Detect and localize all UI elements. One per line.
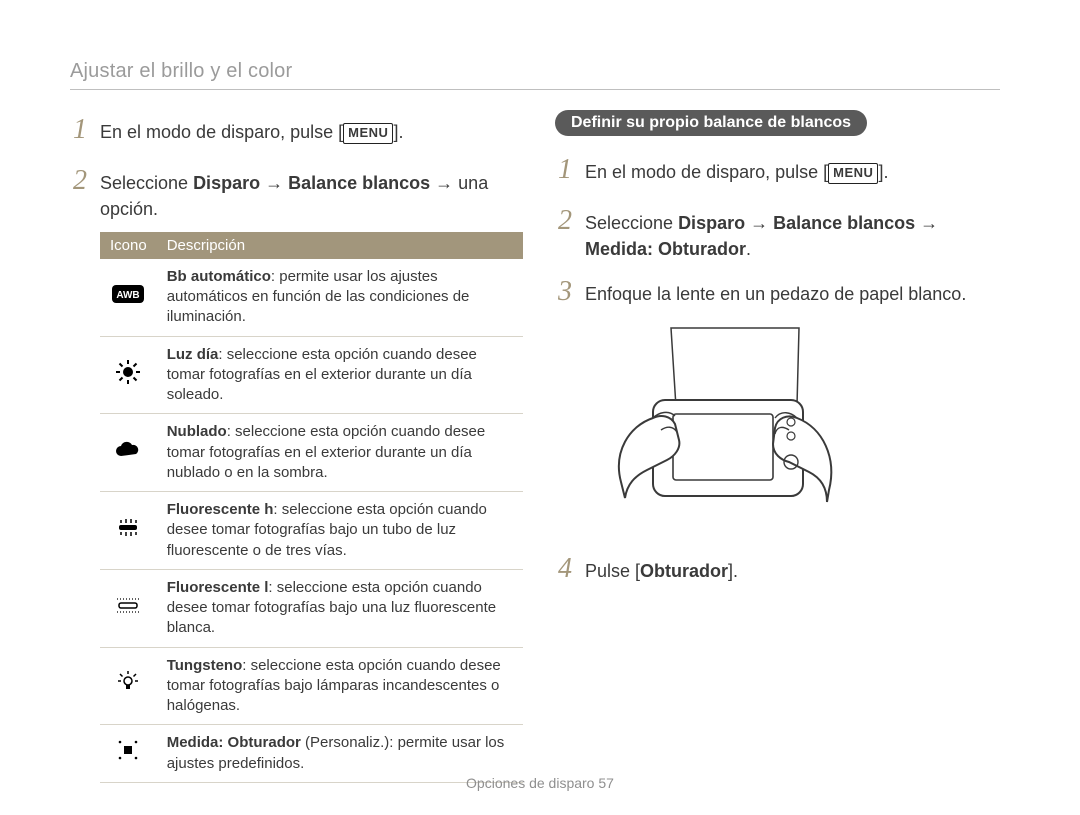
fluor-h-icon (113, 517, 143, 537)
left-step-2: 2 Seleccione Disparo → Balance blancos →… (70, 161, 515, 222)
sun-icon (115, 359, 141, 385)
svg-text:AWB: AWB (117, 290, 140, 301)
fluor-l-icon (113, 595, 143, 615)
step-text: En el modo de disparo, pulse [MENU]. (100, 119, 403, 145)
camera-illustration (591, 322, 1000, 537)
th-icon: Icono (100, 232, 157, 259)
tungsten-icon (115, 670, 141, 696)
table-row: Medida: Obturador (Personaliz.): permite… (100, 725, 523, 783)
table-row: Fluorescente l: seleccione esta opción c… (100, 569, 523, 647)
menu-icon: MENU (343, 123, 393, 144)
step-number: 1 (555, 150, 575, 191)
table-row: Tungsteno: seleccione esta opción cuando… (100, 647, 523, 725)
step-number: 2 (555, 201, 575, 242)
awb-icon: AWB (111, 284, 145, 304)
right-step-2: 2 Seleccione Disparo → Balance blancos →… (555, 201, 1000, 262)
table-row: Nublado: seleccione esta opción cuando d… (100, 414, 523, 492)
right-step-3: 3 Enfoque la lente en un pedazo de papel… (555, 272, 1000, 313)
title-rule (70, 89, 1000, 90)
step-number: 3 (555, 272, 575, 313)
menu-icon: MENU (828, 163, 878, 184)
cloud-icon (113, 440, 143, 460)
step-text: Pulse [Obturador]. (585, 558, 738, 584)
th-desc: Descripción (157, 232, 523, 259)
left-step-1: 1 En el modo de disparo, pulse [MENU]. (70, 110, 515, 151)
page-footer: Opciones de disparo 57 (0, 775, 1080, 791)
table-row: AWB Bb automático: permite usar los ajus… (100, 259, 523, 336)
step-number: 2 (70, 161, 90, 202)
right-step-1: 1 En el modo de disparo, pulse [MENU]. (555, 150, 1000, 191)
section-title: Ajustar el brillo y el color (70, 60, 1000, 83)
wb-options-table: Icono Descripción AWB Bb automático: per… (100, 232, 523, 783)
step-text: Seleccione Disparo → Balance blancos → M… (585, 210, 1000, 262)
step-text: Enfoque la lente en un pedazo de papel b… (585, 281, 966, 307)
step-text: Seleccione Disparo → Balance blancos → u… (100, 170, 515, 222)
table-row: Luz día: seleccione esta opción cuando d… (100, 336, 523, 414)
right-step-4: 4 Pulse [Obturador]. (555, 549, 1000, 590)
measure-icon (116, 738, 140, 762)
subsection-pill: Definir su propio balance de blancos (555, 110, 867, 136)
step-text: En el modo de disparo, pulse [MENU]. (585, 159, 888, 185)
step-number: 1 (70, 110, 90, 151)
step-number: 4 (555, 549, 575, 590)
table-row: Fluorescente h: seleccione esta opción c… (100, 492, 523, 570)
left-column: 1 En el modo de disparo, pulse [MENU]. 2… (70, 110, 515, 783)
right-column: Definir su propio balance de blancos 1 E… (555, 110, 1000, 783)
